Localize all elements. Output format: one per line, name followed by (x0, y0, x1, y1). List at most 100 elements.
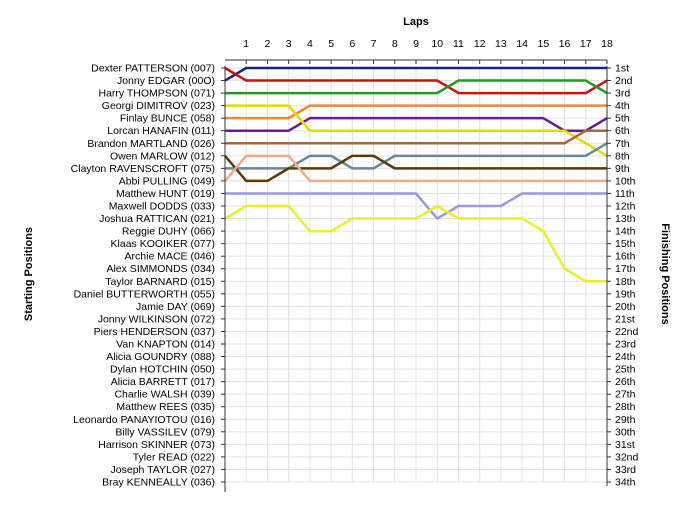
finishing-position-label: 8th (615, 150, 630, 162)
starting-position-label: Brandon MARTLAND (026) (87, 138, 215, 150)
right-axis-title: Finishing Positions (659, 223, 671, 324)
driver-position-line (225, 104, 607, 120)
driver-position-line (224, 154, 607, 183)
starting-position-label: Joseph TAYLOR (027) (111, 464, 215, 476)
starting-position-label: Abbi PULLING (049) (119, 175, 215, 187)
finishing-position-label: 13th (615, 213, 636, 225)
finishing-position-label: 19th (615, 288, 636, 300)
finishing-position-label: 24th (615, 351, 636, 363)
finishing-position-label: 31st (615, 439, 635, 451)
lap-tick-label: 7 (371, 38, 377, 50)
lap-tick-label: 15 (537, 38, 549, 50)
starting-position-label: Jamie DAY (069) (136, 301, 215, 313)
finishing-position-label: 25th (615, 364, 636, 376)
finishing-position-label: 12th (615, 201, 636, 213)
finishing-position-label: 33rd (615, 464, 636, 476)
driver-position-line (225, 79, 608, 95)
finishing-position-label: 17th (615, 263, 636, 275)
lap-tick-label: 4 (307, 38, 313, 50)
left-axis-title: Starting Positions (23, 227, 35, 321)
lap-tick-labels: 1 2 3 4 5 6 7 8 9 10 11 12 13 14 15 16 17 18 (243, 38, 613, 50)
starting-position-label: Clayton RAVENSCROFT (075) (71, 163, 215, 175)
starting-position-label: Alicia GOUNDRY (088) (106, 351, 215, 363)
finishing-position-label: 4th (615, 100, 630, 112)
lap-tick-label: 9 (413, 38, 419, 50)
lap-tick-label: 14 (516, 38, 528, 50)
finishing-position-label: 15th (615, 238, 636, 250)
starting-position-label: Joshua RATTICAN (021) (99, 213, 215, 225)
lap-tick-label: 18 (601, 38, 613, 50)
finishing-position-label: 34th (615, 477, 636, 489)
x-axis-title: Laps (403, 16, 429, 28)
lap-tick-label: 8 (392, 38, 398, 50)
lap-tick-label: 1 (243, 38, 249, 50)
driver-position-line (225, 192, 607, 220)
finishing-position-label: 14th (615, 226, 636, 238)
finishing-position-label: 21st (615, 313, 635, 325)
starting-position-label: Matthew REES (035) (116, 401, 215, 413)
starting-position-label: Harry THOMPSON (071) (99, 88, 216, 100)
starting-position-label: Maxwell DODDS (033) (109, 201, 215, 213)
lap-tick-label: 2 (265, 38, 271, 50)
driver-position-line (224, 66, 607, 82)
starting-position-label: Matthew HUNT (019) (116, 188, 215, 200)
starting-position-label: Taylor BARNARD (015) (105, 276, 215, 288)
driver-position-line (224, 204, 607, 283)
starting-position-label: Alicia BARRETT (017) (111, 376, 215, 388)
driver-position-line (225, 129, 607, 145)
finishing-position-label: 23rd (615, 339, 636, 351)
lap-tick-label: 12 (474, 38, 486, 50)
starting-position-labels: Dexter PATTERSON (007)Jonny EDGAR (00O)H… (71, 63, 215, 489)
series-layer (224, 66, 608, 283)
finishing-position-label: 9th (615, 163, 630, 175)
lap-tick-label: 10 (431, 38, 443, 50)
lap-tick-label: 3 (286, 38, 292, 50)
starting-position-label: Reggie DUHY (066) (122, 226, 215, 238)
finishing-position-label: 18th (615, 276, 636, 288)
finishing-position-label: 6th (615, 125, 630, 137)
lap-tick-label: 17 (580, 38, 592, 50)
lap-tick-label: 11 (453, 38, 464, 50)
starting-position-label: Dexter PATTERSON (007) (91, 63, 215, 75)
starting-position-label: Leonardo PANAYIOTOU (016) (73, 414, 215, 426)
driver-position-line (225, 116, 608, 132)
starting-position-label: Van KNAPTON (014) (116, 339, 215, 351)
driver-position-line (224, 66, 608, 95)
starting-position-label: Piers HENDERSON (037) (94, 326, 215, 338)
starting-position-label: Bray KENNEALLY (036) (102, 477, 215, 489)
lap-tick-label: 16 (559, 38, 571, 50)
starting-position-label: Owen MARLOW (012) (110, 150, 215, 162)
finishing-position-label: 11th (615, 188, 635, 200)
finishing-position-label: 29th (615, 414, 636, 426)
starting-position-label: Jonny EDGAR (00O) (117, 75, 215, 87)
starting-position-label: Georgi DIMITROV (023) (102, 100, 215, 112)
finishing-position-label: 20th (615, 301, 636, 313)
driver-position-line (224, 154, 607, 183)
finishing-position-label: 27th (615, 389, 636, 401)
finishing-position-label: 3rd (615, 88, 630, 100)
starting-position-label: Daniel BUTTERWORTH (055) (74, 288, 215, 300)
starting-position-label: Lorcan HANAFIN (011) (107, 125, 215, 137)
starting-position-label: Harrison SKINNER (073) (98, 439, 215, 451)
starting-position-label: Jonny WILKINSON (072) (98, 313, 215, 325)
starting-position-label: Archie MACE (046) (125, 251, 215, 263)
finishing-position-label: 2nd (615, 75, 633, 87)
starting-position-label: Charlie WALSH (039) (114, 389, 215, 401)
starting-position-label: Finlay BUNCE (058) (120, 113, 215, 125)
finishing-position-label: 26th (615, 376, 636, 388)
finishing-position-label: 10th (615, 175, 636, 187)
lap-tick-label: 5 (328, 38, 334, 50)
lap-tick-label: 13 (495, 38, 507, 50)
lap-tick-label: 6 (349, 38, 355, 50)
starting-position-label: Tyler READ (022) (133, 451, 215, 463)
finishing-position-label: 32nd (615, 451, 639, 463)
finishing-position-label: 1st (615, 63, 629, 75)
finishing-position-label: 16th (615, 251, 636, 263)
finishing-position-label: 28th (615, 401, 636, 413)
starting-position-label: Klaas KOOIKER (077) (111, 238, 215, 250)
driver-position-line (225, 104, 608, 157)
finishing-position-label: 7th (615, 138, 630, 150)
starting-position-label: Billy VASSILEV (079) (115, 426, 215, 438)
finishing-position-labels: 1st2nd3rd4th5th6th7th8th9th10th11th12th1… (615, 63, 639, 489)
